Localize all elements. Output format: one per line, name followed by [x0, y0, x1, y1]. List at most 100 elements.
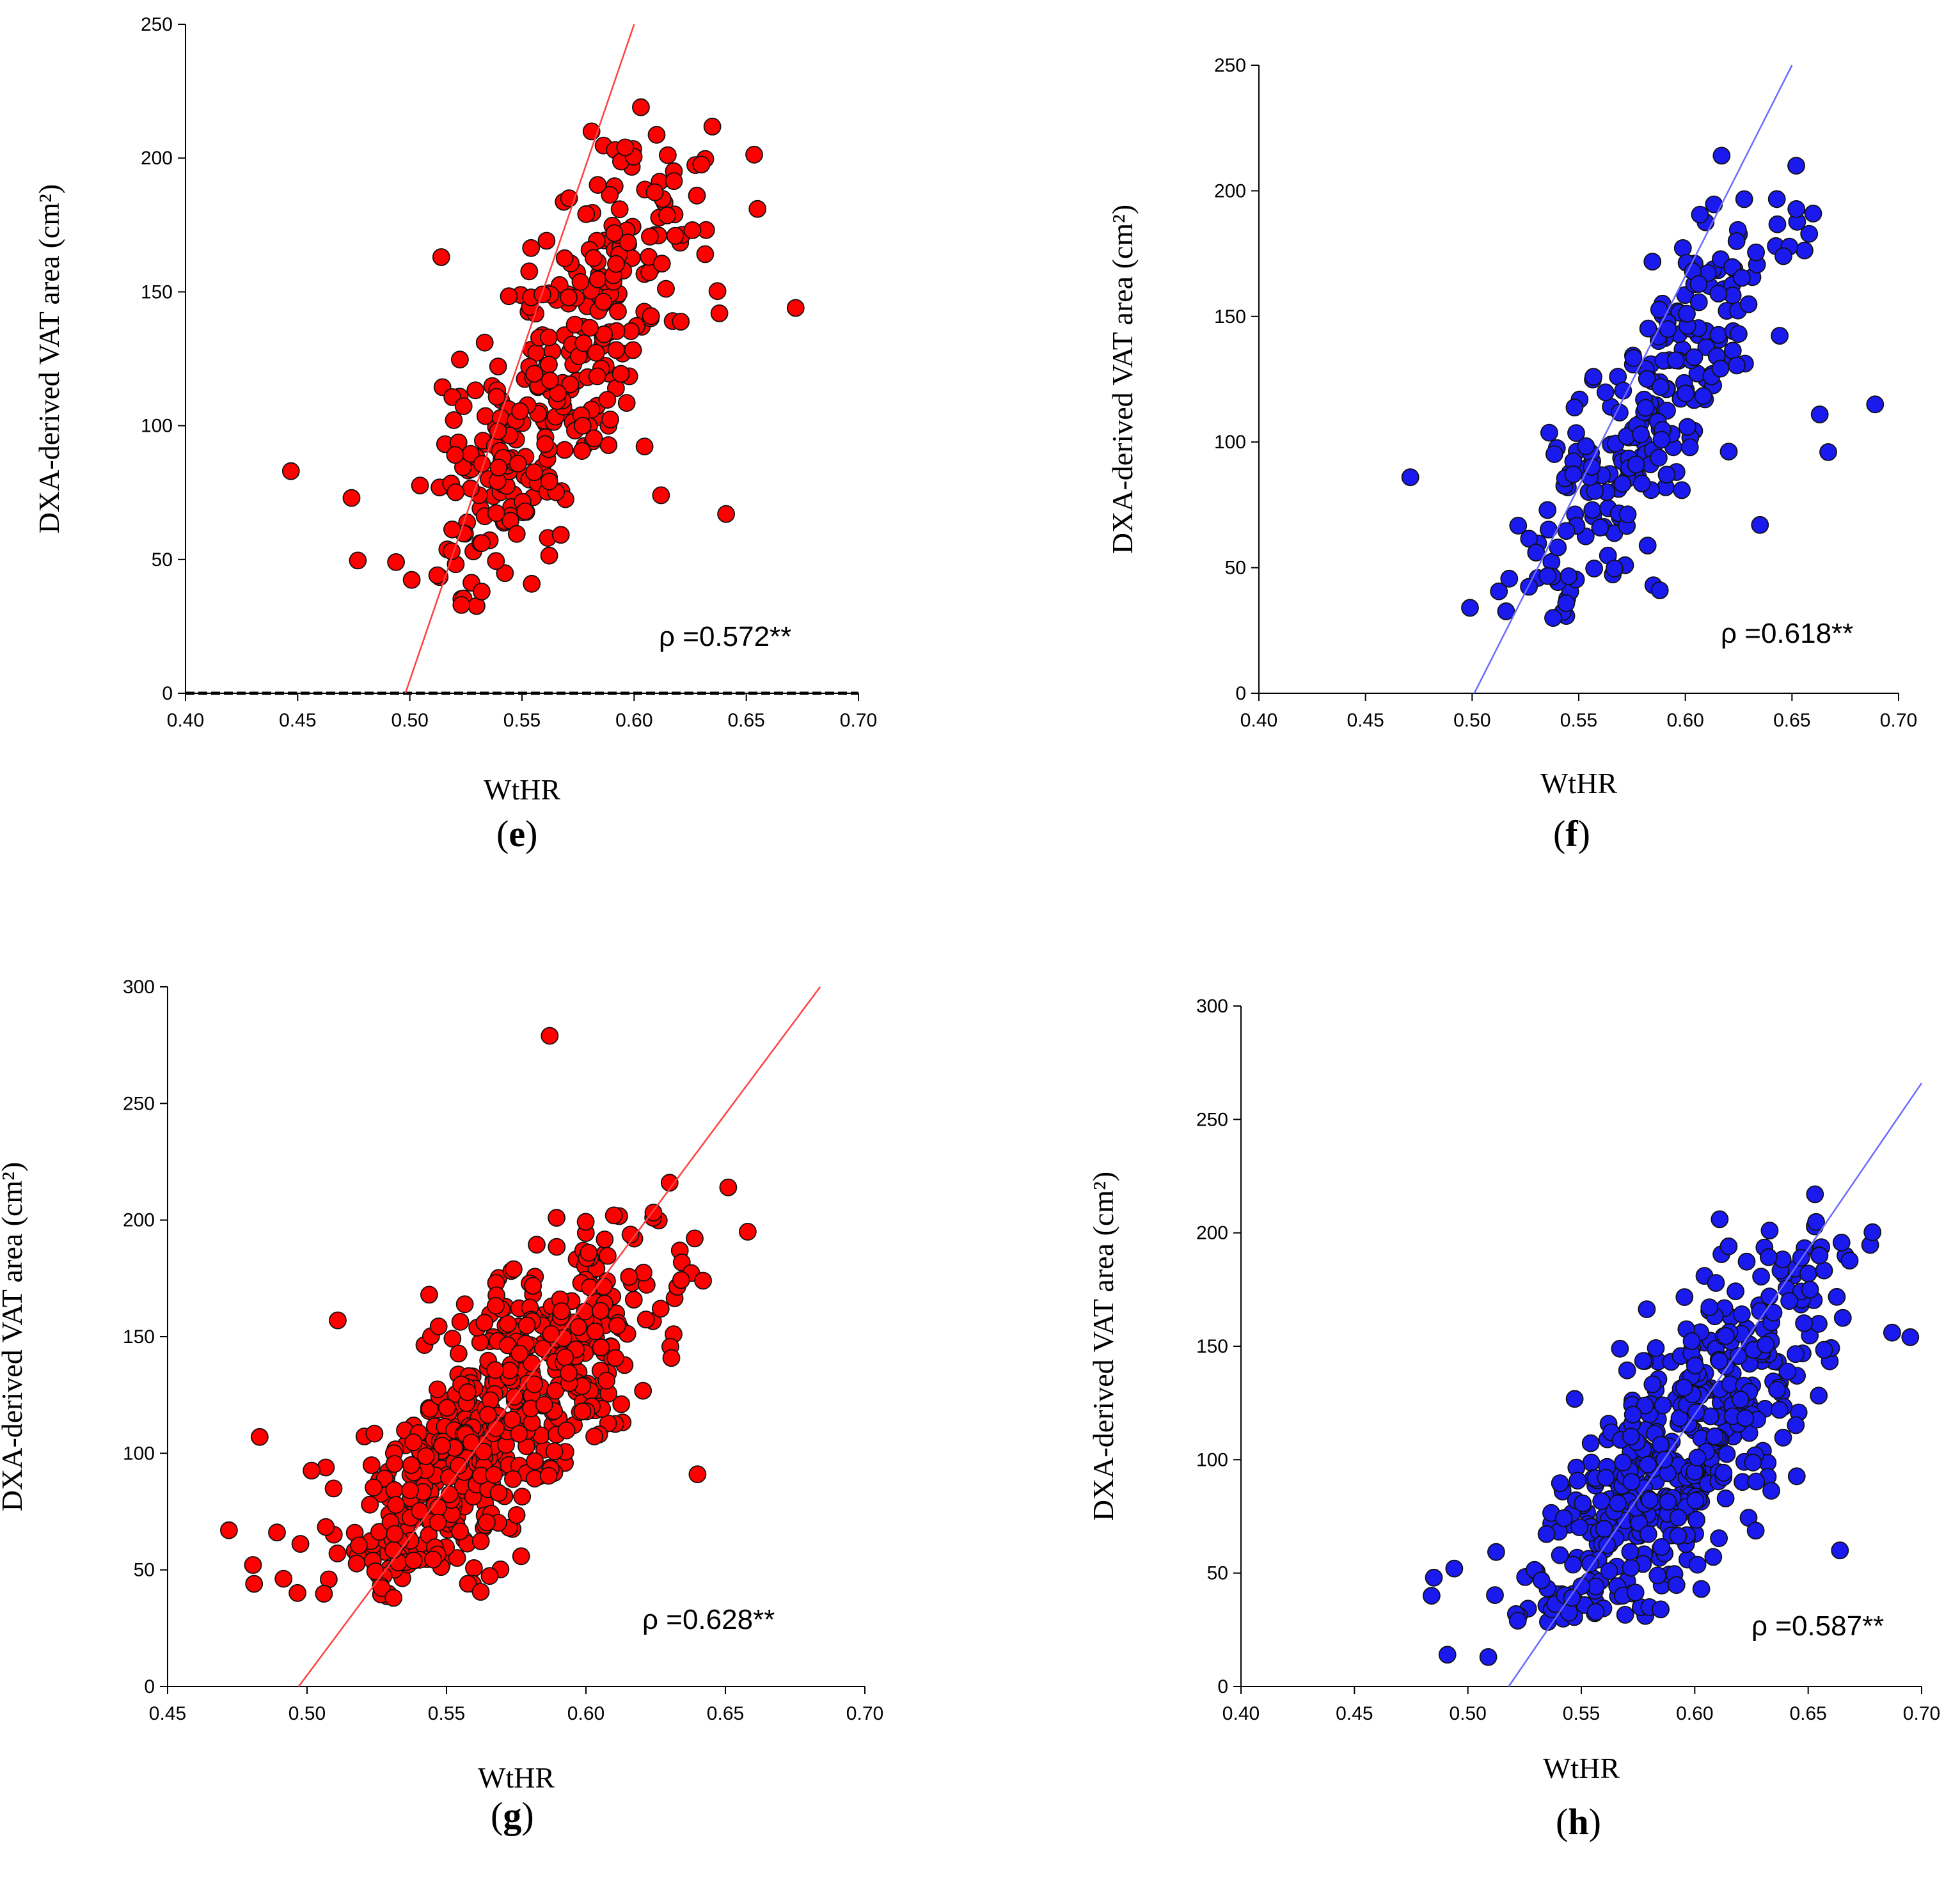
scatter-point: [362, 1456, 381, 1474]
scatter-point: [451, 1312, 470, 1331]
scatter-point: [1710, 1352, 1728, 1371]
scatter-point: [1815, 1261, 1833, 1280]
scatter-point: [365, 1478, 383, 1497]
scatter-point: [1639, 1525, 1657, 1543]
scatter-point: [329, 1311, 347, 1330]
x-tick-label: 0.55: [503, 710, 541, 731]
scatter-point: [440, 1485, 459, 1504]
correlation-annotation: ρ =0.618**: [1721, 618, 1853, 649]
scatter-point: [1795, 1314, 1814, 1332]
scatter-point: [576, 1213, 595, 1231]
scatter-point: [450, 1344, 468, 1363]
y-tick-label: 0: [144, 1676, 155, 1697]
x-tick-label: 0.45: [1347, 710, 1384, 731]
scatter-point: [535, 1395, 553, 1414]
scatter-point: [1716, 1489, 1735, 1507]
scatter-point: [1768, 1381, 1786, 1399]
scatter-point: [1638, 537, 1657, 554]
x-tick-label: 0.65: [727, 710, 764, 731]
scatter-point: [1600, 1562, 1618, 1580]
scatter-point: [473, 583, 491, 601]
scatter-point: [1832, 1234, 1851, 1252]
scatter-point: [703, 117, 722, 136]
x-tick-label: 0.60: [567, 1703, 605, 1724]
scatter-point: [1549, 539, 1567, 556]
scatter-point: [1638, 1300, 1656, 1318]
scatter-point: [499, 1315, 517, 1333]
scatter-point: [404, 1552, 423, 1569]
scatter-point: [402, 570, 421, 589]
scatter-point: [1694, 387, 1712, 405]
scatter-point: [1574, 1494, 1592, 1513]
scatter-point: [486, 1361, 505, 1380]
y-tick-label: 0: [162, 683, 173, 704]
scatter-point: [1461, 599, 1479, 617]
x-tick-label: 0.65: [1789, 1703, 1826, 1724]
scatter-point: [608, 1316, 626, 1335]
scatter-point: [303, 1461, 321, 1480]
scatter-point: [596, 1230, 614, 1248]
scatter-point: [274, 1569, 293, 1588]
scatter-point: [573, 416, 592, 435]
scatter-point: [694, 1271, 712, 1290]
scatter-point: [652, 255, 671, 273]
scatter-point: [1810, 405, 1829, 423]
scatter-point: [481, 1391, 500, 1410]
scatter-point: [1747, 1472, 1766, 1491]
y-tick-label: 50: [1225, 558, 1246, 579]
scatter-point: [404, 1433, 423, 1452]
scatter-point: [540, 356, 558, 373]
scatter-point: [1622, 1427, 1640, 1446]
regression-line: [404, 24, 635, 694]
scatter-point: [696, 245, 715, 263]
scatter-point: [432, 248, 450, 266]
scatter-point: [1591, 519, 1609, 537]
scatter-point: [1622, 1473, 1641, 1491]
scatter-point: [1624, 349, 1643, 367]
scatter-point: [555, 441, 574, 459]
scatter-point: [511, 402, 529, 420]
scatter-point: [645, 183, 664, 201]
scatter-point: [1487, 1543, 1505, 1561]
scatter-point: [455, 1295, 474, 1314]
scatter-point: [451, 350, 469, 369]
scatter-point: [635, 437, 654, 455]
scatter-point: [1657, 466, 1676, 484]
scatter-point: [556, 1348, 574, 1367]
scatter-point: [1627, 455, 1645, 474]
scatter-point: [1560, 567, 1578, 585]
scatter-point: [476, 407, 494, 425]
scatter-point: [525, 1375, 543, 1394]
scatter-point: [1866, 395, 1885, 414]
scatter-point: [386, 1525, 404, 1543]
scatter-point: [574, 334, 593, 352]
y-tick-label: 150: [1214, 306, 1246, 327]
scatter-point: [683, 221, 702, 239]
scatter-point: [525, 365, 544, 383]
scatter-point: [504, 1470, 522, 1488]
scatter-point: [1786, 1345, 1805, 1364]
scatter-point: [672, 1271, 690, 1289]
scatter-point: [1719, 443, 1738, 460]
scatter-point: [688, 186, 706, 205]
scatter-point: [1670, 1409, 1689, 1427]
scatter-point: [1819, 443, 1837, 461]
scatter-point: [1795, 241, 1814, 260]
scatter-point: [1729, 1347, 1748, 1365]
panel-label-g: (g): [491, 1795, 534, 1836]
scatter-point: [612, 365, 630, 383]
scatter-point: [560, 288, 578, 306]
scatter-point: [636, 1310, 655, 1329]
x-tick-label: 0.65: [707, 1703, 744, 1724]
scatter-point: [533, 1339, 552, 1358]
scatter-point: [1564, 465, 1583, 484]
scatter-point: [1643, 253, 1662, 271]
scatter-point: [1774, 1428, 1792, 1447]
scatter-point: [1799, 1264, 1817, 1283]
scatter-point: [1636, 1396, 1654, 1415]
scatter-point: [1609, 1494, 1627, 1513]
scatter-point: [1581, 1434, 1600, 1452]
scatter-point: [786, 299, 805, 317]
scatter-point: [387, 1496, 405, 1514]
